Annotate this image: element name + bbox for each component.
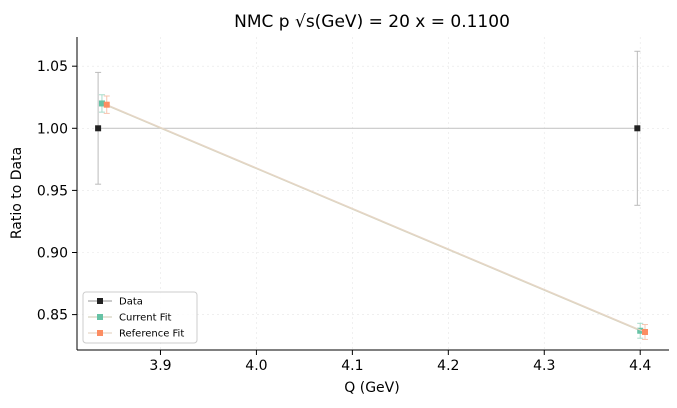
- y-tick-label: 0.95: [37, 183, 68, 199]
- title-main: NMC p: [234, 12, 295, 32]
- legend-marker: [97, 298, 103, 304]
- data-point-current-fit: [637, 327, 644, 334]
- data-point-data: [95, 125, 102, 132]
- legend-marker: [97, 314, 103, 320]
- x-tick-label: 3.9: [149, 358, 171, 374]
- x-tick-label: 4.0: [245, 358, 267, 374]
- title-sqrt-arg: s: [306, 12, 315, 32]
- legend: Data Current Fit Reference Fit: [82, 291, 198, 344]
- series-reference-fit: [103, 95, 649, 340]
- title-sqrt-symbol: √: [295, 12, 306, 32]
- legend-label: Current Fit: [119, 313, 172, 324]
- x-axis-label: Q (GeV): [344, 380, 399, 396]
- x-tick-label: 4.1: [341, 358, 363, 374]
- legend-marker: [97, 330, 103, 336]
- legend-item-current-fit: Current Fit: [88, 313, 172, 324]
- data-point-current-fit: [98, 100, 105, 107]
- series-line-reference-fit: [106, 104, 646, 333]
- title-rest: (GeV) = 20 x = 0.1100: [315, 12, 510, 32]
- chart-title: NMC p √s(GeV) = 20 x = 0.1100: [234, 12, 510, 32]
- legend-label: Data: [119, 297, 143, 308]
- x-tick-label: 4.4: [629, 358, 651, 374]
- series-layer: [95, 50, 649, 340]
- data-point-reference-fit: [103, 101, 110, 108]
- legend-frame: [82, 291, 198, 344]
- ticks-layer: 3.9 4.0 4.1 4.2 4.3 4.4 0.85 0.90 0.95 1.00 1.05: [37, 59, 652, 374]
- series-data: [95, 50, 641, 206]
- series-current-fit: [98, 94, 644, 339]
- y-tick-label: 0.85: [37, 308, 68, 324]
- x-tick-label: 4.3: [533, 358, 555, 374]
- data-point-reference-fit: [642, 328, 649, 335]
- y-tick-label: 1.05: [37, 59, 68, 75]
- legend-label: Reference Fit: [119, 329, 184, 340]
- legend-item-data: Data: [88, 297, 143, 308]
- x-tick-label: 4.2: [437, 358, 459, 374]
- y-axis-label: Ratio to Data: [9, 147, 25, 239]
- y-tick-label: 0.90: [37, 245, 68, 261]
- y-tick-label: 1.00: [37, 121, 68, 137]
- data-point-data: [634, 125, 641, 132]
- legend-item-reference-fit: Reference Fit: [88, 329, 184, 340]
- series-line-current-fit: [101, 102, 641, 332]
